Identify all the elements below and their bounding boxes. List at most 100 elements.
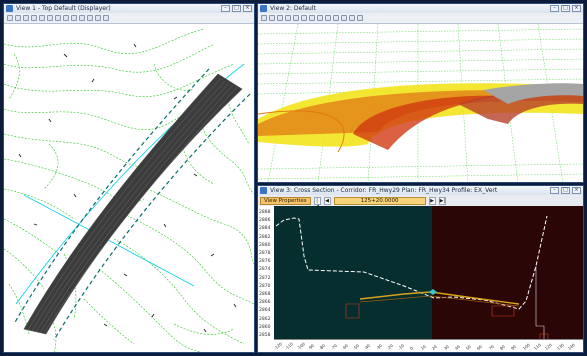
default-view-toolbar [258,13,583,24]
close-button[interactable]: × [243,5,252,12]
view-window-icon [260,187,267,194]
view-window-icon [6,5,13,12]
update-view-icon[interactable] [23,15,29,21]
right-region-background [432,206,583,340]
offset-tick-label: 70 [487,343,495,351]
crossing-alignment-line[interactable] [23,194,195,287]
view-attributes-icon[interactable] [7,15,13,21]
right-edge-line [53,93,251,341]
window-area-icon[interactable] [301,15,307,21]
zoom-in-icon[interactable] [31,15,37,21]
pan-view-icon[interactable] [71,15,77,21]
elevation-tick-label: 2880 [259,242,271,248]
close-button[interactable]: × [572,187,581,194]
view-attributes-icon[interactable] [261,15,267,21]
offset-tick-label: -20 [385,342,395,351]
top-view-title: View 1 - Top Default (Displayer) [16,5,111,12]
pavement-surface[interactable] [483,83,583,104]
view-properties-button[interactable]: View Properties [260,196,311,205]
view-next-icon[interactable] [87,15,93,21]
view-next-icon[interactable] [341,15,347,21]
minimize-button[interactable]: – [550,5,559,12]
rotate-view-icon[interactable] [63,15,69,21]
maximize-button[interactable]: □ [232,5,241,12]
offset-axis: -120 -110 -100 -90 -80 -70 -60 -50 -40 -30 -20 -10 0… [272,339,583,352]
zoom-out-icon[interactable] [39,15,45,21]
maximize-button[interactable]: □ [561,5,570,12]
elevation-tick-label: 2888 [259,210,271,215]
default-view-window[interactable]: View 2: Default – □ × [257,3,584,183]
view-previous-icon[interactable] [333,15,339,21]
elevation-tick-label: 2886 [259,218,271,224]
left-ditch-box [345,303,360,319]
cross-section-canvas[interactable] [274,206,583,340]
zoom-in-icon[interactable] [285,15,291,21]
offset-tick-label: 30 [442,343,450,351]
minimize-button[interactable]: – [221,5,230,12]
offset-tick-label: -40 [363,342,372,351]
offset-tick-label: -30 [374,342,383,351]
right-ditch-box [491,305,515,317]
close-button[interactable]: × [572,5,581,12]
right-daylight-line [535,266,545,340]
offset-tick-label: 80 [498,343,506,351]
offset-tick-label: -100 [295,341,306,351]
pan-view-icon[interactable] [325,15,331,21]
view-previous-icon[interactable] [79,15,85,21]
corridor-surface[interactable] [23,73,243,335]
offset-tick-label: -90 [306,342,315,351]
elevation-tick-label: 2876 [259,259,271,265]
elevation-tick-label: 2866 [259,300,271,306]
offset-tick-label: 20 [430,343,439,351]
minimize-button[interactable]: – [550,187,559,194]
display-style-icon[interactable] [269,15,275,21]
display-style-icon[interactable] [15,15,21,21]
elevation-tick-label: 2860 [259,324,271,330]
offset-tick-label: -70 [329,342,338,351]
elevation-tick-label: 2872 [259,275,271,281]
copy-view-icon[interactable] [349,15,355,21]
offset-tick-label: -10 [397,342,406,351]
offset-tick-label: -120 [272,341,283,351]
first-station-button[interactable]: |◀ [313,196,321,210]
top-view-canvas[interactable] [4,24,254,352]
window-area-icon[interactable] [47,15,53,21]
next-station-button[interactable]: ▶ [428,196,436,205]
elevation-tick-label: 2884 [259,226,271,232]
fit-view-icon[interactable] [55,15,61,21]
last-station-button[interactable]: ▶| [438,196,446,205]
camera-icon[interactable] [103,15,109,21]
station-selector[interactable]: 125+20.0000 [333,196,426,205]
rotate-view-icon[interactable] [317,15,323,21]
offset-tick-label: 100 [521,342,531,351]
cut-fill-red-band-right [458,91,583,124]
offset-tick-label: 0 [408,345,414,351]
default-view-canvas[interactable] [258,24,583,182]
maximize-button[interactable]: □ [561,187,570,194]
cut-fill-orange-surface [258,90,583,136]
tick-marks [18,43,237,333]
view-window-icon [260,5,267,12]
top-view-window[interactable]: View 1 - Top Default (Displayer) – □ × [3,3,255,353]
update-view-icon[interactable] [277,15,283,21]
right-marker-box [539,333,549,340]
left-edge-line [13,68,210,325]
camera-icon[interactable] [357,15,363,21]
cross-section-window[interactable]: View 3: Cross Section - Corridor: FR_Hwy… [257,185,584,353]
corridor-mesh [27,77,238,334]
centerline-marker[interactable] [429,289,437,295]
offset-tick-label: 60 [476,343,484,351]
offset-tick-label: 130 [555,342,565,351]
offset-tick-label: 120 [543,342,554,351]
elevation-tick-label: 2858 [259,333,271,338]
zoom-out-icon[interactable] [293,15,299,21]
offset-tick-label: 50 [464,343,472,351]
previous-station-button[interactable]: ◀ [323,196,331,205]
elevation-tick-label: 2864 [259,308,271,314]
cross-section-toolbar: View Properties |◀ ◀ 125+20.0000 ▶ ▶| [258,195,583,210]
copy-view-icon[interactable] [95,15,101,21]
offset-tick-label: -60 [340,342,349,351]
offset-tick-label: -110 [284,341,295,351]
elevation-tick-label: 2874 [259,267,271,273]
fit-view-icon[interactable] [309,15,315,21]
